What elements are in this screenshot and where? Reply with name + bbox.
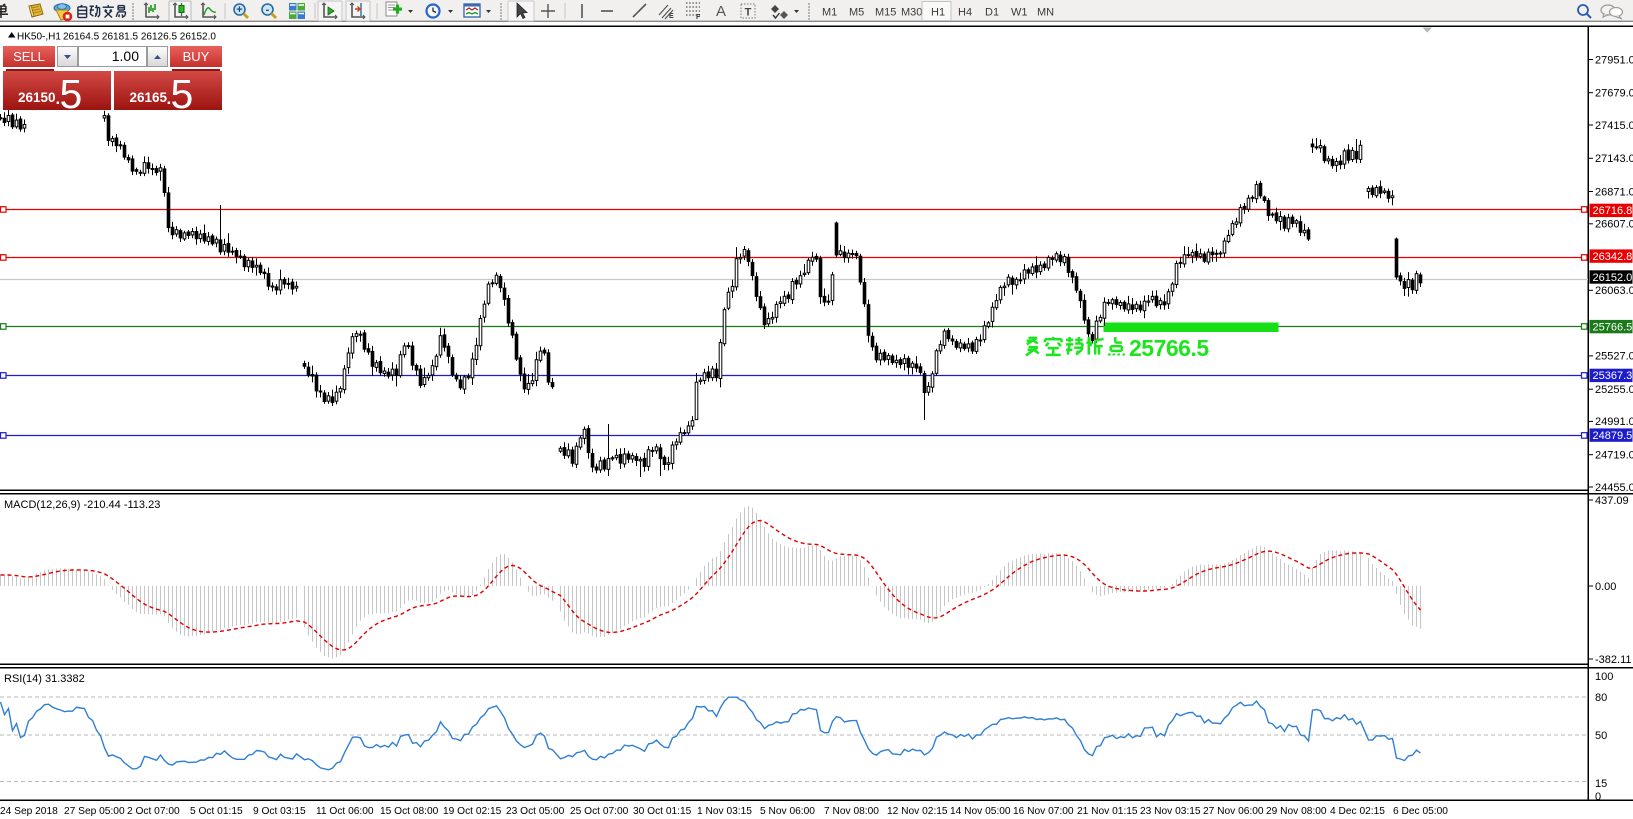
svg-text:D1: D1: [985, 7, 999, 19]
svg-text:27 Sep 05:00: 27 Sep 05:00: [64, 806, 125, 817]
svg-text:437.09: 437.09: [1595, 495, 1629, 507]
svg-text:HK50-,H1: HK50-,H1: [17, 32, 61, 43]
svg-text:27 Nov 06:00: 27 Nov 06:00: [1203, 806, 1264, 817]
svg-text:100: 100: [1595, 671, 1613, 683]
svg-text:26607.0: 26607.0: [1595, 219, 1633, 231]
svg-text:24719.0: 24719.0: [1595, 450, 1633, 462]
svg-text:H1: H1: [931, 7, 945, 19]
svg-text:25 Oct 07:00: 25 Oct 07:00: [570, 806, 629, 817]
svg-text:26342.8: 26342.8: [1593, 251, 1633, 263]
svg-text:25255.0: 25255.0: [1595, 384, 1633, 396]
svg-text:-382.11: -382.11: [1595, 654, 1632, 666]
svg-text:5 Nov 06:00: 5 Nov 06:00: [760, 806, 815, 817]
svg-text:24455.0: 24455.0: [1595, 482, 1633, 494]
svg-text:26152.0: 26152.0: [1593, 272, 1633, 284]
svg-text:9 Oct 03:15: 9 Oct 03:15: [253, 806, 306, 817]
svg-text:24991.0: 24991.0: [1595, 416, 1633, 428]
svg-text:14 Nov 05:00: 14 Nov 05:00: [950, 806, 1011, 817]
svg-text:23 Oct 05:00: 23 Oct 05:00: [506, 806, 565, 817]
svg-text:W1: W1: [1011, 7, 1028, 19]
svg-text:25766.5: 25766.5: [1593, 321, 1633, 333]
svg-text:16 Nov 07:00: 16 Nov 07:00: [1013, 806, 1074, 817]
svg-text:1 Nov 03:15: 1 Nov 03:15: [697, 806, 752, 817]
svg-text:M15: M15: [875, 7, 896, 19]
svg-text:26164.5 26181.5 26126.5 26152.: 26164.5 26181.5 26126.5 26152.0: [63, 32, 216, 43]
svg-text:F: F: [696, 14, 701, 21]
svg-text:25527.0: 25527.0: [1595, 351, 1633, 363]
svg-text:H4: H4: [958, 7, 972, 19]
svg-text:MN: MN: [1037, 7, 1054, 19]
svg-text:27143.0: 27143.0: [1595, 153, 1633, 165]
svg-text:RSI(14) 31.3382: RSI(14) 31.3382: [4, 673, 85, 685]
svg-text:0.00: 0.00: [1595, 581, 1616, 593]
svg-text:0: 0: [1595, 791, 1601, 803]
svg-text:24879.5: 24879.5: [1593, 430, 1633, 442]
svg-text:E: E: [669, 13, 674, 20]
svg-text:MACD(12,26,9) -210.44 -113.23: MACD(12,26,9) -210.44 -113.23: [4, 499, 160, 511]
svg-text:5 Oct 01:15: 5 Oct 01:15: [190, 806, 243, 817]
svg-text:M30: M30: [901, 7, 922, 19]
svg-text:2 Oct 07:00: 2 Oct 07:00: [127, 806, 180, 817]
svg-text:27679.0: 27679.0: [1595, 88, 1633, 100]
svg-text:50: 50: [1595, 730, 1607, 742]
svg-text:23 Nov 03:15: 23 Nov 03:15: [1140, 806, 1201, 817]
svg-text:-: -: [266, 4, 270, 16]
svg-text:21 Nov 01:15: 21 Nov 01:15: [1077, 806, 1138, 817]
svg-text:T: T: [745, 7, 752, 19]
svg-text:30 Oct 01:15: 30 Oct 01:15: [633, 806, 692, 817]
svg-text:11 Oct 06:00: 11 Oct 06:00: [316, 806, 374, 817]
svg-text:26063.0: 26063.0: [1595, 285, 1633, 297]
svg-text:+: +: [236, 4, 242, 16]
svg-text:M1: M1: [822, 7, 837, 19]
svg-text:27415.0: 27415.0: [1595, 120, 1633, 132]
svg-text:27951.0: 27951.0: [1595, 54, 1633, 66]
svg-text:M5: M5: [849, 7, 864, 19]
svg-text:24 Sep 2018: 24 Sep 2018: [0, 806, 58, 817]
svg-text:25367.3: 25367.3: [1593, 370, 1633, 382]
svg-text:15 Oct 08:00: 15 Oct 08:00: [380, 806, 439, 817]
svg-text:29 Nov 08:00: 29 Nov 08:00: [1266, 806, 1327, 817]
svg-text:6 Dec 05:00: 6 Dec 05:00: [1393, 806, 1448, 817]
svg-text:80: 80: [1595, 692, 1607, 704]
svg-text:26871.0: 26871.0: [1595, 186, 1633, 198]
svg-text:19 Oct 02:15: 19 Oct 02:15: [443, 806, 502, 817]
svg-text:26716.8: 26716.8: [1593, 205, 1633, 217]
svg-text:12 Nov 02:15: 12 Nov 02:15: [887, 806, 948, 817]
svg-text:7 Nov 08:00: 7 Nov 08:00: [824, 806, 879, 817]
svg-text:15: 15: [1595, 778, 1607, 790]
svg-text:25766.5: 25766.5: [1129, 335, 1209, 361]
svg-text:4 Dec 02:15: 4 Dec 02:15: [1330, 806, 1385, 817]
svg-text:A: A: [716, 3, 726, 20]
